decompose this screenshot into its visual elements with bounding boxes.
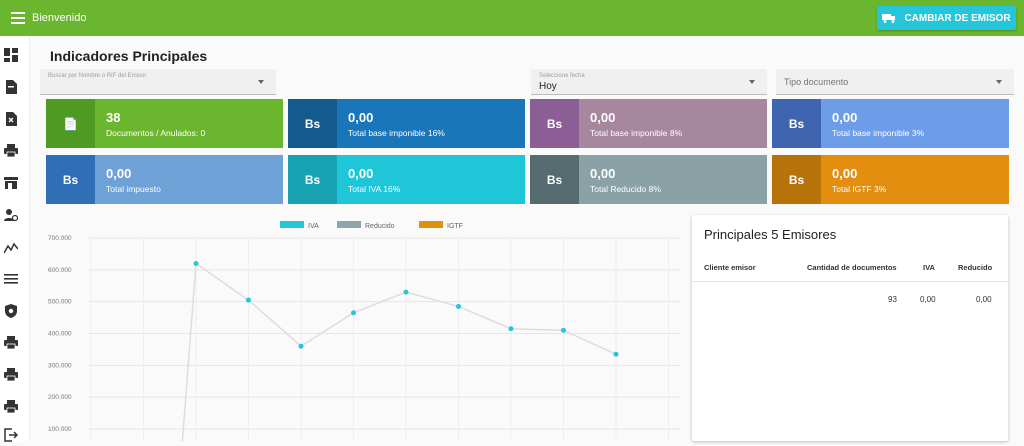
data-point[interactable] [613, 351, 619, 357]
header-divider [692, 281, 1008, 282]
menu-icon[interactable] [6, 6, 30, 30]
app-title: Bienvenido [32, 12, 87, 24]
indicator-value: 0,00 [348, 110, 374, 125]
indicator-value: 38 [106, 110, 121, 125]
top-emitters-panel: Principales 5 Emisores Cliente emisor Ca… [692, 215, 1008, 441]
list-icon[interactable] [4, 272, 18, 286]
indicator-card: Bs 0,00 Total Reducido 8% [530, 155, 767, 204]
chart: IVA Reducido IGTF 700.000 600.000 500.000 400.… [30, 213, 690, 446]
date-select-value: Hoy [539, 81, 557, 92]
data-point[interactable] [298, 343, 304, 349]
y-tick-label: 400.000 [48, 331, 72, 338]
column-header-cliente: Cliente emisor [704, 263, 756, 272]
indicator-label: Total IGTF 3% [832, 184, 887, 194]
chevron-down-icon [258, 80, 264, 84]
printer-icon[interactable] [4, 144, 18, 158]
indicator-label: Total IVA 16% [348, 184, 401, 194]
data-point[interactable] [403, 289, 409, 295]
document-type-select[interactable]: Tipo documento [776, 69, 1014, 95]
legend-label: Reducido [365, 223, 395, 230]
logout-icon[interactable] [4, 428, 18, 442]
printer-icon[interactable] [4, 368, 18, 382]
indicator-value: 0,00 [832, 166, 858, 181]
legend-swatch[interactable] [280, 221, 304, 228]
indicator-card: 📄 38 Documentos / Anulados: 0 [46, 99, 283, 148]
currency-icon: Bs [530, 99, 579, 148]
data-point[interactable] [456, 303, 461, 309]
page-title: Indicadores Principales [50, 48, 208, 64]
emitter-search-field[interactable]: Buscar por Nombre o RIF del Emisor [40, 69, 276, 95]
switch-emitter-label: CAMBIAR DE EMISOR [904, 12, 1011, 24]
y-tick-label: 100.000 [48, 426, 72, 433]
printer-icon[interactable] [4, 400, 18, 414]
currency-icon: Bs [772, 155, 821, 204]
indicator-value: 0,00 [590, 110, 616, 125]
trend-icon[interactable] [4, 240, 18, 254]
y-tick-label: 200.000 [48, 394, 72, 401]
data-point[interactable] [508, 326, 514, 332]
currency-icon: Bs [46, 155, 95, 204]
emitter-search-placeholder: Buscar por Nombre o RIF del Emisor [48, 73, 147, 79]
column-header-cantidad: Cantidad de documentos [807, 263, 897, 272]
indicator-card: Bs 0,00 Total IVA 16% [288, 155, 525, 204]
line-chart: IVA Reducido IGTF 700.000 600.000 500.000 400.… [48, 221, 680, 446]
indicator-value: 0,00 [590, 166, 616, 181]
currency-icon: Bs [288, 99, 337, 148]
indicator-card: Bs 0,00 Total base imponible 8% [530, 99, 767, 148]
row-iva: 0,00 [920, 295, 936, 304]
store-icon[interactable] [4, 176, 18, 190]
indicator-value: 0,00 [832, 110, 858, 125]
document-icon: 📄 [46, 99, 95, 148]
legend-swatch[interactable] [419, 221, 443, 228]
sidebar [0, 36, 30, 442]
printer-icon[interactable] [4, 336, 18, 350]
indicator-label: Total base imponible 16% [348, 128, 445, 138]
truck-icon [882, 14, 896, 23]
y-tick-label: 600.000 [48, 267, 72, 274]
chevron-down-icon [996, 80, 1002, 84]
currency-icon: Bs [288, 155, 337, 204]
data-point[interactable] [246, 297, 251, 303]
row-reducido: 0,00 [976, 295, 992, 304]
user-settings-icon[interactable] [4, 208, 18, 222]
indicator-label: Total Reducido 8% [590, 184, 661, 194]
row-cantidad: 93 [888, 295, 897, 304]
date-select[interactable]: Seleccione fecha Hoy [531, 69, 767, 95]
date-select-label: Seleccione fecha [539, 73, 585, 79]
currency-icon: Bs [772, 99, 821, 148]
legend-swatch[interactable] [337, 221, 361, 228]
dashboard-icon[interactable] [4, 48, 18, 62]
indicator-card: Bs 0,00 Total base imponible 16% [288, 99, 525, 148]
indicator-label: Total base imponible 8% [590, 128, 683, 138]
indicator-label: Total base imponible 3% [832, 128, 925, 138]
switch-emitter-button[interactable]: CAMBIAR DE EMISOR [877, 6, 1016, 30]
data-point[interactable] [193, 260, 199, 266]
y-tick-label: 500.000 [48, 299, 72, 306]
top-app-bar: Bienvenido CAMBIAR DE EMISOR [0, 0, 1024, 36]
legend-label: IGTF [447, 223, 463, 230]
document-x-icon[interactable] [4, 112, 18, 126]
y-tick-label: 700.000 [48, 235, 72, 242]
shield-icon[interactable] [4, 304, 18, 318]
indicator-value: 0,00 [106, 166, 132, 181]
indicator-value: 0,00 [348, 166, 374, 181]
column-header-iva: IVA [923, 263, 935, 272]
chevron-down-icon [749, 80, 755, 84]
document-icon[interactable] [4, 80, 18, 94]
series-line [181, 262, 617, 446]
legend-label: IVA [308, 223, 319, 230]
currency-icon: Bs [530, 155, 579, 204]
document-type-placeholder: Tipo documento [784, 77, 849, 87]
panel-title: Principales 5 Emisores [704, 227, 837, 242]
column-header-reducido: Reducido [958, 263, 993, 272]
y-tick-label: 300.000 [48, 362, 72, 369]
indicator-card: Bs 0,00 Total IGTF 3% [772, 155, 1009, 204]
indicator-label: Total impuesto [106, 184, 161, 194]
indicator-label: Documentos / Anulados: 0 [106, 128, 206, 138]
data-point[interactable] [351, 310, 356, 316]
indicator-card: Bs 0,00 Total base imponible 3% [772, 99, 1009, 148]
indicator-card: Bs 0,00 Total impuesto [46, 155, 283, 204]
data-point[interactable] [561, 327, 566, 333]
